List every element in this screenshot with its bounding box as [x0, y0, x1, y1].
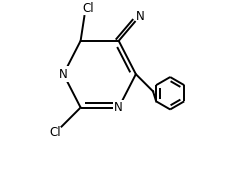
Text: N: N — [59, 68, 68, 81]
Text: Cl: Cl — [82, 2, 94, 15]
Text: N: N — [114, 101, 123, 114]
Text: N: N — [135, 10, 144, 23]
Text: Cl: Cl — [49, 126, 61, 139]
